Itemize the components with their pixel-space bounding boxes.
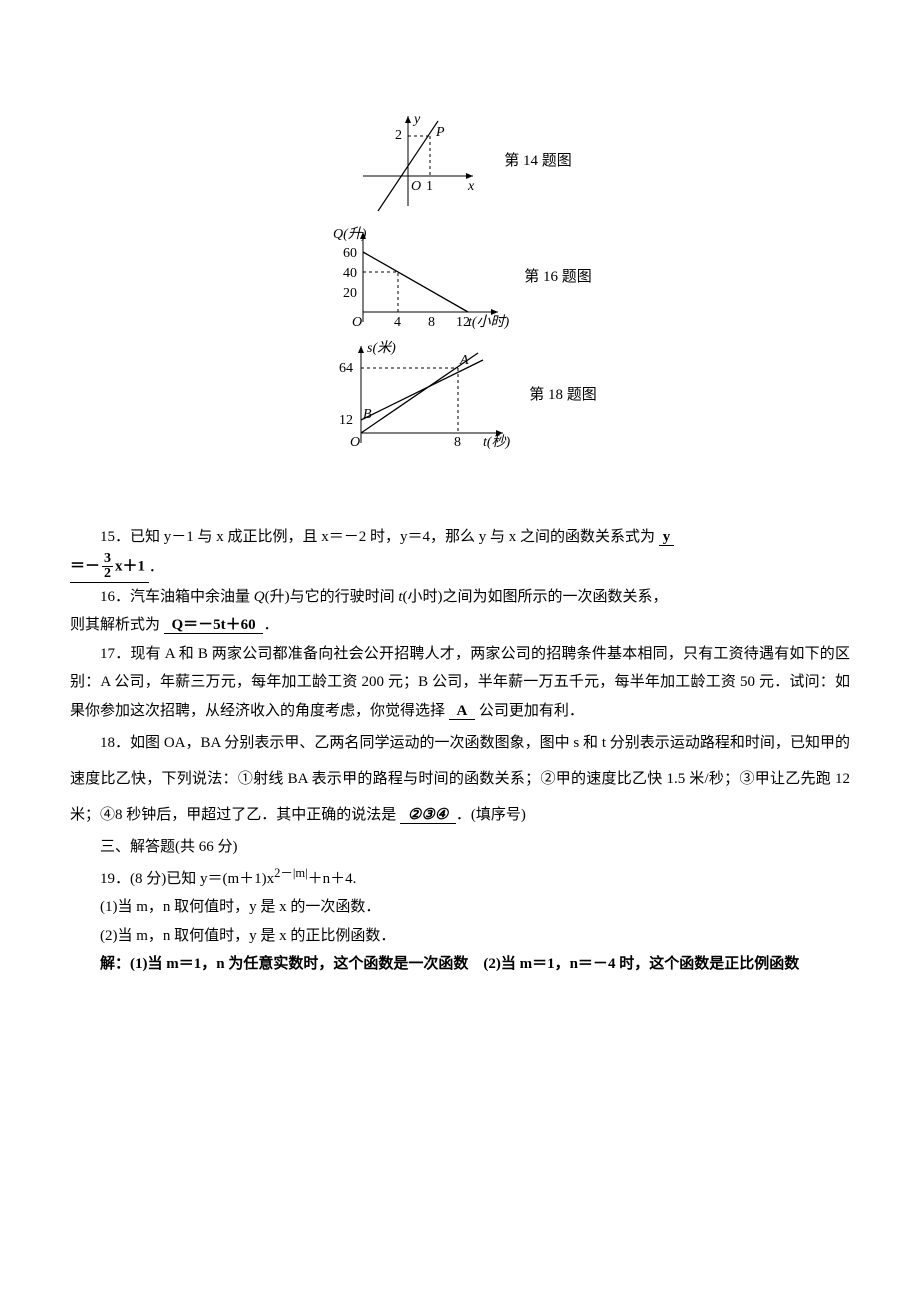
fig14-row: y x 2 1 P O 第 14 题图	[70, 106, 850, 216]
q19-sol1: (1)当 m＝1，n 为任意实数时，这个函数是一次函数	[130, 956, 483, 972]
q16-c: (小时)之间为如图所示的一次函数关系，	[403, 589, 668, 605]
fig18-y64: 64	[339, 361, 353, 376]
fig18-O: O	[350, 435, 360, 450]
figures-block: y x 2 1 P O 第 14 题图 Q(升) t(小时) 60	[70, 106, 850, 453]
fig18-x8: 8	[454, 435, 461, 450]
q15-text: 15．已知 y－1 与 x 成正比例，且 x＝－2 时，y＝4，那么 y 与 x…	[100, 529, 655, 545]
fig16-xlabel: t(小时)	[468, 314, 510, 330]
q18-i1: ①射线 BA 表示甲的路程与时间的函数关系；	[238, 771, 540, 787]
q15-num: 3	[102, 552, 113, 568]
section3-heading: 三、解答题(共 66 分)	[70, 833, 850, 862]
q18: 18．如图 OA，BA 分别表示甲、乙两名同学运动的一次函数图象，图中 s 和 …	[70, 725, 850, 833]
fig14-px: 1	[426, 179, 433, 194]
q19-p2: (2)当 m，n 取何值时，y 是 x 的正比例函数．	[70, 922, 850, 951]
fig16-y20: 20	[343, 286, 357, 301]
q16-d: 则其解析式为	[70, 617, 160, 633]
q19-head: 19．(8 分)已知 y＝(m＋1)x2－|m|＋n＋4.	[70, 862, 850, 894]
q19-p1: (1)当 m，n 取何值时，y 是 x 的一次函数．	[70, 893, 850, 922]
fig18-A: A	[459, 353, 469, 368]
fig16-ylabel: Q(升)	[333, 226, 367, 242]
fig14-caption: 第 14 题图	[504, 147, 572, 176]
fig18-svg: s(米) t(秒) 64 12 O 8 A B	[323, 338, 523, 453]
q17-answer: A	[449, 703, 475, 720]
q18-t2: ．(填序号)	[456, 807, 526, 823]
fig14-P: P	[435, 125, 445, 140]
fig16-x8: 8	[428, 315, 435, 330]
q17-tail: 公司更加有利．	[479, 703, 584, 719]
q16: 16．汽车油箱中余油量 Q(升)与它的行驶时间 t(小时)之间为如图所示的一次函…	[70, 583, 850, 612]
q16-period: ．	[263, 617, 278, 633]
q15: 15．已知 y－1 与 x 成正比例，且 x＝－2 时，y＝4，那么 y 与 x…	[70, 523, 850, 552]
fig14-svg: y x 2 1 P O	[348, 106, 498, 216]
q16-line2: 则其解析式为 Q＝－5t＋60 ．	[70, 611, 850, 640]
q18-i4: ④8 秒钟后，甲超过了乙．	[100, 807, 276, 823]
fig16-x12: 12	[456, 315, 470, 330]
q19-exp: 2－|m|	[274, 866, 307, 880]
q15-line2: ＝－32x＋1 ．	[70, 552, 850, 583]
fig18-caption: 第 18 题图	[529, 381, 597, 410]
fig18-row: s(米) t(秒) 64 12 O 8 A B 第 18 题图	[70, 338, 850, 453]
q18-i2: ②甲的速度比乙快 1.5 米/秒；	[540, 771, 739, 787]
q16-Q: Q	[254, 589, 265, 605]
fig16-row: Q(升) t(小时) 60 40 20 O 4 8 12 第 16 题图	[70, 222, 850, 332]
fig14-O: O	[411, 179, 421, 194]
q19-tail: ＋n＋4.	[308, 871, 357, 887]
q15-post: x＋1	[115, 558, 145, 574]
q19-sol-label: 解：	[100, 956, 130, 972]
fig14-ylabel: y	[412, 112, 421, 127]
q15-answer-y: y	[659, 529, 675, 546]
fig14-xlabel: x	[467, 179, 475, 194]
fig18-B: B	[363, 407, 372, 422]
q15-period: ．	[149, 559, 164, 575]
fig18-ylabel: s(米)	[367, 340, 396, 356]
fig16-y60: 60	[343, 246, 357, 261]
q16-b: (升)与它的行驶时间	[265, 589, 399, 605]
fig14-py: 2	[395, 128, 402, 143]
fig16-y40: 40	[343, 266, 357, 281]
q16-answer: Q＝－5t＋60	[164, 617, 264, 634]
fig16-x4: 4	[394, 315, 401, 330]
q18-answer: ②③④	[400, 807, 456, 824]
fig18-y12: 12	[339, 413, 353, 428]
q18-t1: 其中正确的说法是	[276, 807, 396, 823]
q19-sol2: (2)当 m＝1，n＝－4 时，这个函数是正比例函数	[483, 956, 799, 972]
q15-den: 2	[102, 567, 113, 582]
q17: 17．现有 A 和 B 两家公司都准备向社会公开招聘人才，两家公司的招聘条件基本…	[70, 640, 850, 726]
fig16-caption: 第 16 题图	[524, 263, 592, 292]
q16-a: 16．汽车油箱中余油量	[100, 589, 254, 605]
q19-solution: 解：(1)当 m＝1，n 为任意实数时，这个函数是一次函数 (2)当 m＝1，n…	[70, 950, 850, 979]
fig16-O: O	[352, 315, 362, 330]
fig16-svg: Q(升) t(小时) 60 40 20 O 4 8 12	[328, 222, 518, 332]
fig18-xlabel: t(秒)	[483, 434, 511, 450]
q15-eq: ＝－	[70, 558, 100, 574]
q19-h1: 19．(8 分)已知 y＝(m＋1)x	[100, 871, 274, 887]
